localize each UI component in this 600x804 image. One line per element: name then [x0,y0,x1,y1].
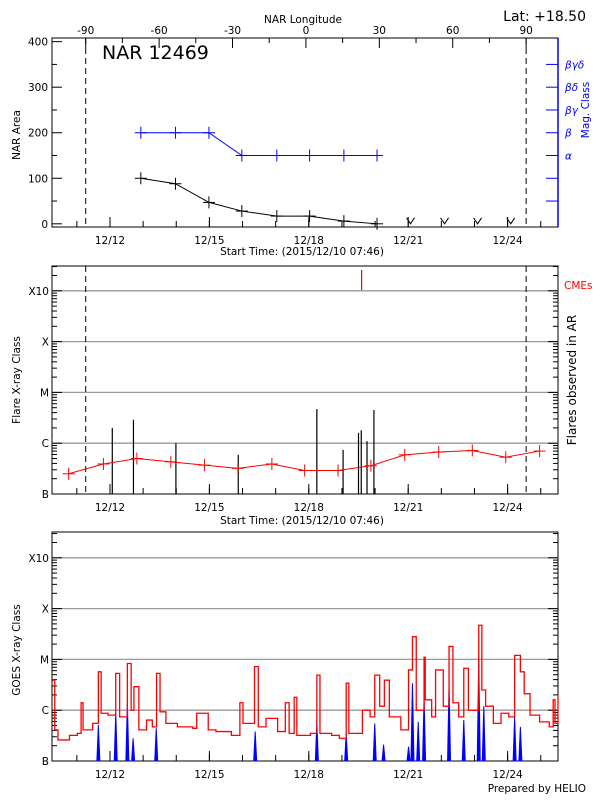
goes-short-spike [131,738,136,762]
x-tick-label-12-21: 12/21 [393,235,423,247]
x-tick-label-12-18: 12/18 [294,235,324,247]
goes-short-spike [154,728,159,762]
longitude-tick-label: 0 [303,25,310,37]
nar-area-zero-marker [406,217,415,225]
x-tick-label-12-15: 12/15 [194,235,224,247]
x-tick-label-12-24: 12/24 [492,235,523,247]
x-tick-label-12-15: 12/15 [194,769,224,781]
y-tick-label-X10: X10 [28,286,49,298]
goes-short-spike [253,731,258,762]
goes-class-axis-label: GOES X-ray Class [11,604,23,695]
x-tick-label-12-18: 12/18 [294,502,324,514]
mag-class-line [140,132,378,156]
y-tick-label-X10: X10 [28,553,49,565]
panel1-xlabel: Start Time: (2015/12/10 07:46) [220,246,384,258]
panel-3-frame [51,531,559,762]
longitude-tick-label: -30 [224,25,241,37]
y-tick-label-0: 0 [41,219,48,231]
goes-short-spike [381,744,386,762]
y-tick-label-B: B [42,489,49,501]
goes-short-spike [372,723,377,762]
mag-class-label: βγδ [564,59,584,71]
x-tick-label-12-12: 12/12 [95,769,125,781]
x-tick-label-12-12: 12/12 [95,502,125,514]
y-tick-label-400: 400 [28,37,48,49]
goes-short-spike [344,733,349,762]
y-tick-label-M: M [40,387,49,399]
latitude-label: Lat: +18.50 [503,9,586,25]
nar-area-zero-marker [473,217,482,225]
x-tick-label-12-24: 12/24 [492,502,523,514]
y-tick-label-M: M [40,654,49,666]
goes-short-spike [447,685,452,762]
mag-class-label: β [564,128,572,140]
flare-class-axis-label: Flare X-ray Class [11,336,23,424]
panel-2-frame [51,265,559,495]
goes-short-spike [461,720,466,762]
longitude-axis-label: NAR Longitude [264,14,342,26]
y-tick-label-C: C [42,705,49,717]
longitude-tick-label: -60 [151,25,168,37]
longitude-tick-label: 90 [519,25,532,37]
nar-area-zero-marker [440,217,449,225]
goes-short-spike [422,697,427,762]
goes-short-spike [481,706,486,762]
x-tick-label-12-15: 12/15 [194,502,224,514]
longitude-tick-label: -90 [77,25,94,37]
x-tick-label-12-21: 12/21 [393,769,423,781]
nar-area-axis-label: NAR Area [11,110,23,160]
goes-short-spike [416,721,421,762]
y-tick-label-C: C [42,438,49,450]
goes-short-spike [314,721,319,762]
goes-long-line [52,624,559,741]
region-title: NAR 12469 [102,42,209,64]
nar-area-line [140,177,378,225]
longitude-tick-label: 30 [373,25,386,37]
y-tick-label-X: X [42,337,49,349]
y-tick-label-200: 200 [28,128,48,140]
x-tick-label-12-21: 12/21 [393,502,423,514]
x-tick-label-12-24: 12/24 [492,769,523,781]
flares-observed-axis-label: Flares observed in AR [565,315,579,445]
y-tick-label-X: X [42,604,49,616]
mag-class-axis-label: Mag. Class [580,82,592,138]
goes-short-spike [96,725,101,762]
mag-class-label: βδ [564,82,578,94]
y-tick-label-100: 100 [28,173,48,185]
x-tick-label-12-18: 12/18 [294,769,324,781]
goes-short-spike [518,726,523,762]
goes-short-spike [512,716,517,762]
panel2-xlabel: Start Time: (2015/12/10 07:46) [220,515,384,527]
y-tick-label-B: B [42,756,49,768]
goes-short-spike [113,713,118,762]
y-tick-label-300: 300 [28,82,48,94]
goes-short-spike [406,746,411,762]
nar-area-zero-marker [506,217,516,225]
footer-credit: Prepared by HELIO [488,783,586,795]
panel-1-frame [51,37,559,228]
longitude-tick-label: 60 [446,25,459,37]
mag-class-label: α [565,150,572,162]
goes-short-spike [410,683,415,762]
mag-class-label: βγ [564,105,579,117]
cme-legend-label: CMEs [564,280,593,292]
goes-short-spike [125,702,130,762]
x-tick-label-12-12: 12/12 [95,235,125,247]
